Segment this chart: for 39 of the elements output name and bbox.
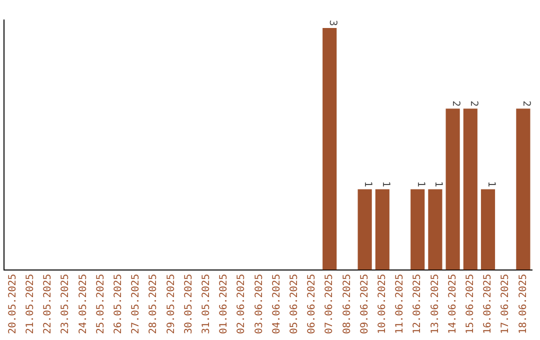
x-tick-label: 15.06.2025 bbox=[464, 274, 476, 334]
x-tick-label: 25.05.2025 bbox=[95, 274, 106, 334]
x-tick-label: 26.05.2025 bbox=[112, 274, 124, 334]
x-tick-label: 06.06.2025 bbox=[306, 274, 318, 334]
x-tick-label: 24.05.2025 bbox=[78, 274, 89, 334]
data-label: 1 bbox=[362, 181, 374, 188]
x-tick-label: 17.06.2025 bbox=[500, 274, 512, 334]
x-tick-label: 30.05.2025 bbox=[183, 274, 194, 334]
data-label: 1 bbox=[415, 181, 426, 188]
x-tick-label: 27.05.2025 bbox=[130, 274, 142, 334]
x-tick-label: 23.05.2025 bbox=[60, 274, 72, 334]
data-label: 2 bbox=[468, 100, 479, 107]
x-tick-label: 13.06.2025 bbox=[430, 274, 441, 334]
x-tick-label: 21.05.2025 bbox=[24, 274, 36, 334]
x-tick-label: 10.06.2025 bbox=[376, 274, 388, 334]
x-tick-label: 08.06.2025 bbox=[342, 274, 353, 334]
x-tick-label: 31.05.2025 bbox=[200, 274, 212, 334]
x-tick-label: 09.06.2025 bbox=[359, 274, 370, 334]
x-tick-label: 04.06.2025 bbox=[271, 274, 282, 334]
x-tick-label: 29.05.2025 bbox=[166, 274, 177, 334]
x-tick-label: 28.05.2025 bbox=[148, 274, 160, 334]
x-tick-label: 11.06.2025 bbox=[394, 274, 406, 334]
x-tick-label: 01.06.2025 bbox=[218, 274, 230, 334]
x-tick-label: 07.06.2025 bbox=[324, 274, 336, 334]
data-label: 1 bbox=[380, 181, 391, 188]
x-tick-label: 14.06.2025 bbox=[447, 274, 458, 334]
x-tick-label: 20.05.2025 bbox=[7, 274, 18, 334]
data-label: 1 bbox=[485, 181, 496, 188]
data-label: 2 bbox=[520, 100, 532, 107]
data-label: 3 bbox=[327, 20, 338, 26]
data-label: 2 bbox=[450, 100, 462, 107]
x-tick-label: 22.05.2025 bbox=[42, 274, 54, 334]
x-tick-label: 12.06.2025 bbox=[412, 274, 424, 334]
data-label: 1 bbox=[432, 181, 444, 188]
x-tick-label: 18.06.2025 bbox=[518, 274, 529, 334]
x-tick-label: 02.06.2025 bbox=[236, 274, 248, 334]
x-tick-label: 05.06.2025 bbox=[288, 274, 300, 334]
x-tick-label: 03.06.2025 bbox=[254, 274, 265, 334]
x-tick-label: 16.06.2025 bbox=[482, 274, 494, 334]
